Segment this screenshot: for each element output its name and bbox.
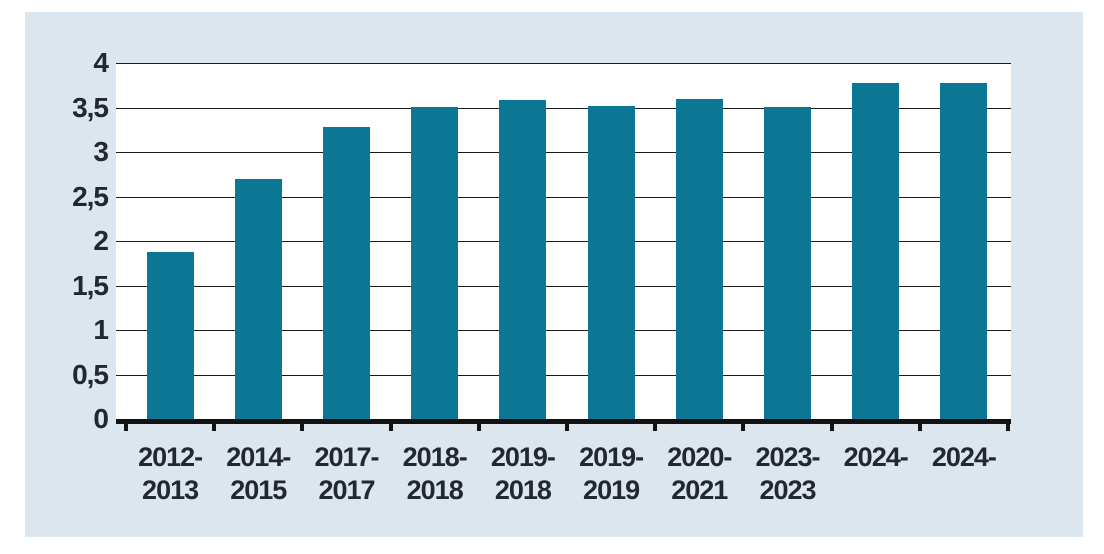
bar-2023-2023 <box>764 107 811 419</box>
x-tick-label-2014-2015: 2014- 2015 <box>226 442 291 505</box>
y-tick-label: 4 <box>93 47 109 78</box>
bar-2019-2019 <box>587 106 635 419</box>
bar-series <box>126 63 1008 419</box>
plot-area <box>116 63 1011 419</box>
y-tick-label: 3 <box>93 136 109 167</box>
x-tick-mark <box>829 419 834 431</box>
gridline-3 <box>116 152 1011 153</box>
gridline-4 <box>116 63 1011 64</box>
x-tick-label-2019-2019: 2019- 2019 <box>579 442 644 505</box>
x-tick-mark <box>917 419 922 431</box>
x-tick-label-2023-2023: 2023- 2023 <box>755 442 820 505</box>
x-tick-label-2017-2017: 2017- 2017 <box>314 442 379 505</box>
x-tick-mark <box>1006 419 1010 431</box>
bar-2024- <box>940 83 988 419</box>
bar-2024- <box>852 83 900 419</box>
y-tick-label: 3,5 <box>72 91 109 123</box>
y-tick-label: 1 <box>93 314 109 345</box>
x-tick-label-2018-2018: 2018- 2018 <box>402 442 468 505</box>
gridline-1_5 <box>116 285 1011 287</box>
x-tick-label-2024-: 2024- <box>931 442 997 472</box>
x-tick-mark <box>565 419 569 431</box>
x-tick-mark <box>212 419 217 431</box>
gridline-1 <box>116 330 1011 331</box>
bar-2018-2018 <box>411 107 459 419</box>
y-tick-label: 0 <box>93 403 109 434</box>
x-tick-label-2019-2018: 2019- 2018 <box>490 442 556 505</box>
x-tick-label-2012-2013: 2012- 2013 <box>138 442 203 505</box>
bar-2019-2018 <box>499 100 547 419</box>
y-tick-label: 1,5 <box>72 269 109 301</box>
x-tick-mark <box>300 419 305 431</box>
chart-card: 0 0,5 1 1,5 2 2,5 3 3,5 4 2012- 2013 2014- 2015 20… <box>25 12 1083 537</box>
gridline-2_5 <box>116 196 1011 198</box>
bar-2020-2021 <box>675 99 723 419</box>
bar-2017-2017 <box>323 127 370 419</box>
gridline-3_5 <box>116 107 1011 109</box>
bar-2014-2015 <box>234 179 282 419</box>
gridline-0_5 <box>116 374 1011 376</box>
y-tick-label: 0,5 <box>72 358 109 390</box>
x-tick-label-2020-2021: 2020- 2021 <box>667 442 732 505</box>
bar-2012-2013 <box>146 252 194 419</box>
x-tick-label-2024-: 2024- <box>843 442 909 472</box>
x-tick-mark <box>388 419 393 431</box>
x-tick-mark <box>124 419 128 431</box>
x-axis-line <box>116 419 1011 424</box>
x-tick-mark <box>476 419 481 431</box>
x-tick-mark <box>653 419 658 431</box>
x-tick-mark <box>741 419 746 431</box>
gridline-2 <box>116 241 1011 242</box>
y-tick-label: 2 <box>93 225 109 256</box>
y-tick-label: 2,5 <box>72 180 109 212</box>
